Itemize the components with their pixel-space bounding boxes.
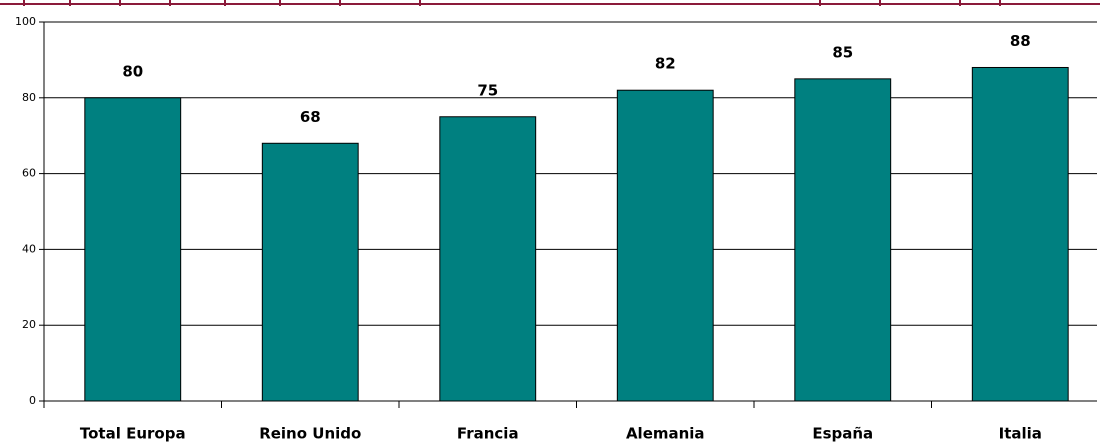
y-tick-label: 80 — [22, 91, 36, 104]
bar — [794, 78, 892, 402]
data-label: 68 — [300, 108, 321, 126]
x-tick-label: Francia — [457, 425, 519, 443]
data-label: 88 — [1010, 32, 1031, 50]
x-tick-label: Total Europa — [80, 425, 186, 443]
top-border — [0, 0, 1100, 6]
x-tick-label: Alemania — [626, 425, 705, 443]
data-label: 85 — [832, 43, 853, 61]
data-label: 80 — [122, 62, 143, 80]
bar — [971, 66, 1069, 402]
bar — [616, 89, 714, 402]
data-label: 75 — [477, 81, 498, 99]
bar — [84, 97, 182, 402]
y-tick-label: 0 — [29, 394, 36, 407]
y-tick-label: 20 — [22, 318, 36, 331]
x-tick-label: Reino Unido — [259, 425, 361, 443]
bar — [439, 116, 537, 402]
data-label: 82 — [655, 55, 676, 73]
bar — [261, 142, 359, 402]
y-tick-label: 100 — [15, 15, 36, 28]
y-tick-label: 40 — [22, 242, 36, 255]
y-tick-label: 60 — [22, 167, 36, 180]
x-tick-label: Italia — [999, 425, 1042, 443]
x-tick-label: España — [812, 425, 873, 443]
